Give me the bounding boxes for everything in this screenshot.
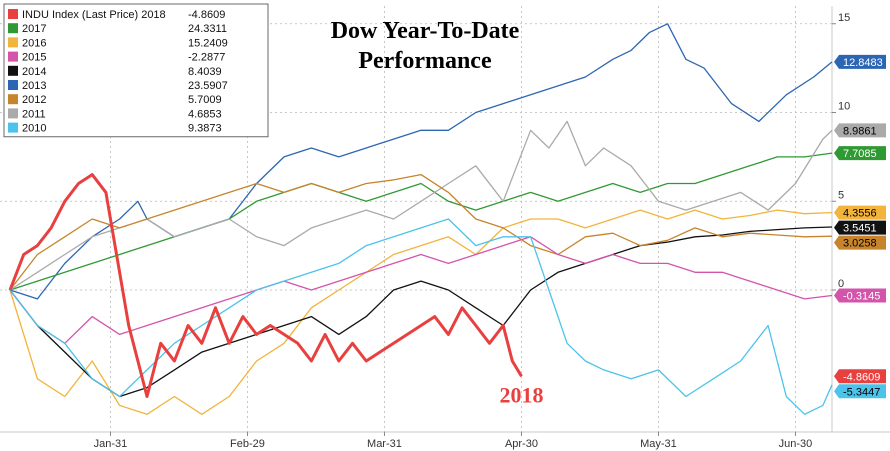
end-label-value: 3.5451	[843, 223, 877, 235]
legend-swatch	[8, 80, 18, 90]
x-tick-label: Feb-29	[230, 438, 265, 450]
end-label-badge	[834, 235, 886, 250]
legend-label: INDU Index (Last Price) 2018	[22, 9, 166, 21]
end-label: 4.3556	[834, 205, 886, 220]
y-tick-label: 5	[838, 189, 844, 201]
legend-value: 23.5907	[188, 80, 228, 92]
end-label-badge	[834, 54, 886, 69]
end-label: 3.5451	[834, 220, 886, 235]
end-label-badge	[834, 369, 886, 384]
legend-label: 2016	[22, 37, 46, 49]
end-label-badge	[834, 146, 886, 161]
x-tick-label: Apr-30	[505, 438, 538, 450]
annotation: 2018	[499, 382, 543, 407]
series-line-2018	[8, 173, 523, 398]
legend-value: 8.4039	[188, 66, 222, 78]
end-label-badge	[834, 123, 886, 138]
end-label-badge	[834, 220, 886, 235]
legend-box	[3, 3, 269, 138]
legend-value: -4.8609	[188, 9, 225, 21]
series-line-2014	[9, 226, 833, 398]
series-lines	[8, 23, 833, 415]
annotation-2018: 2018	[499, 382, 543, 407]
legend-label: 2017	[22, 23, 46, 35]
end-label: 12.8483	[834, 54, 886, 69]
end-label-value: -0.3145	[843, 291, 880, 303]
legend-swatch	[8, 9, 18, 19]
legend-label: 2011	[22, 108, 46, 120]
end-label-value: 4.3556	[843, 208, 877, 220]
y-tick-label: 15	[838, 12, 850, 24]
end-label-badge	[834, 384, 886, 399]
y-tick-label: 10	[838, 101, 850, 113]
end-labels: 12.8483 8.9861 7.7085 4.3556 3.5451 3.0258 -0.…	[834, 54, 886, 399]
legend-swatch	[8, 23, 18, 34]
chart-title-line: Dow Year-To-Date	[331, 18, 520, 44]
series-line-2011	[9, 120, 833, 291]
end-label: 3.0258	[834, 235, 886, 250]
end-label: 7.7085	[834, 146, 886, 161]
end-label: -0.3145	[834, 288, 886, 303]
chart-title-line: Performance	[358, 48, 492, 74]
series-line-2015	[9, 236, 833, 344]
end-label: -5.3447	[834, 384, 886, 399]
x-tick-label: Jan-31	[94, 438, 128, 450]
legend: INDU Index (Last Price) 2018 -4.8609 2017 2…	[3, 3, 269, 138]
legend-label: 2014	[22, 66, 46, 78]
x-tick-label: Jun-30	[779, 438, 813, 450]
end-label-badge	[834, 205, 886, 220]
legend-swatch	[8, 94, 18, 105]
legend-label: 2013	[22, 80, 46, 92]
legend-value: -2.2877	[188, 52, 225, 64]
legend-label: 2012	[22, 94, 46, 106]
end-label: 8.9861	[834, 123, 886, 138]
legend-label: 2010	[22, 123, 46, 135]
axes: Jan-31 Feb-29 Mar-31 Apr-30 May-31 Jun-30 15 10…	[94, 12, 851, 450]
end-label-value: 7.7085	[843, 148, 877, 160]
series-line-2012	[9, 173, 833, 291]
end-label-value: 8.9861	[843, 125, 877, 137]
legend-value: 5.7009	[188, 94, 222, 106]
chart-title: Dow Year-To-Date Performance	[331, 18, 520, 74]
series-line-2016	[9, 209, 833, 415]
end-label-value: -5.3447	[843, 386, 880, 398]
legend-swatch	[8, 51, 18, 62]
legend-value: 9.3873	[188, 123, 222, 135]
legend-swatch	[8, 122, 18, 133]
series-line-2017	[9, 152, 833, 291]
end-label-value: 12.8483	[843, 57, 883, 69]
legend-value: 15.2409	[188, 37, 228, 49]
end-label-badge	[834, 288, 886, 303]
legend-swatch	[8, 108, 18, 119]
end-label: -4.8609	[834, 369, 886, 384]
x-tick-label: Mar-31	[367, 438, 402, 450]
y-tick-label: 0	[838, 278, 844, 290]
series-line-2010	[9, 218, 833, 415]
legend-value: 24.3311	[188, 23, 227, 35]
series-line-2013	[9, 23, 833, 300]
x-tick-label: May-31	[640, 438, 677, 450]
end-label-value: -4.8609	[843, 371, 880, 383]
legend-value: 4.6853	[188, 108, 222, 120]
legend-swatch	[8, 65, 18, 76]
legend-swatch	[8, 37, 18, 48]
legend-label: 2015	[22, 52, 46, 64]
end-label-value: 3.0258	[843, 238, 877, 250]
